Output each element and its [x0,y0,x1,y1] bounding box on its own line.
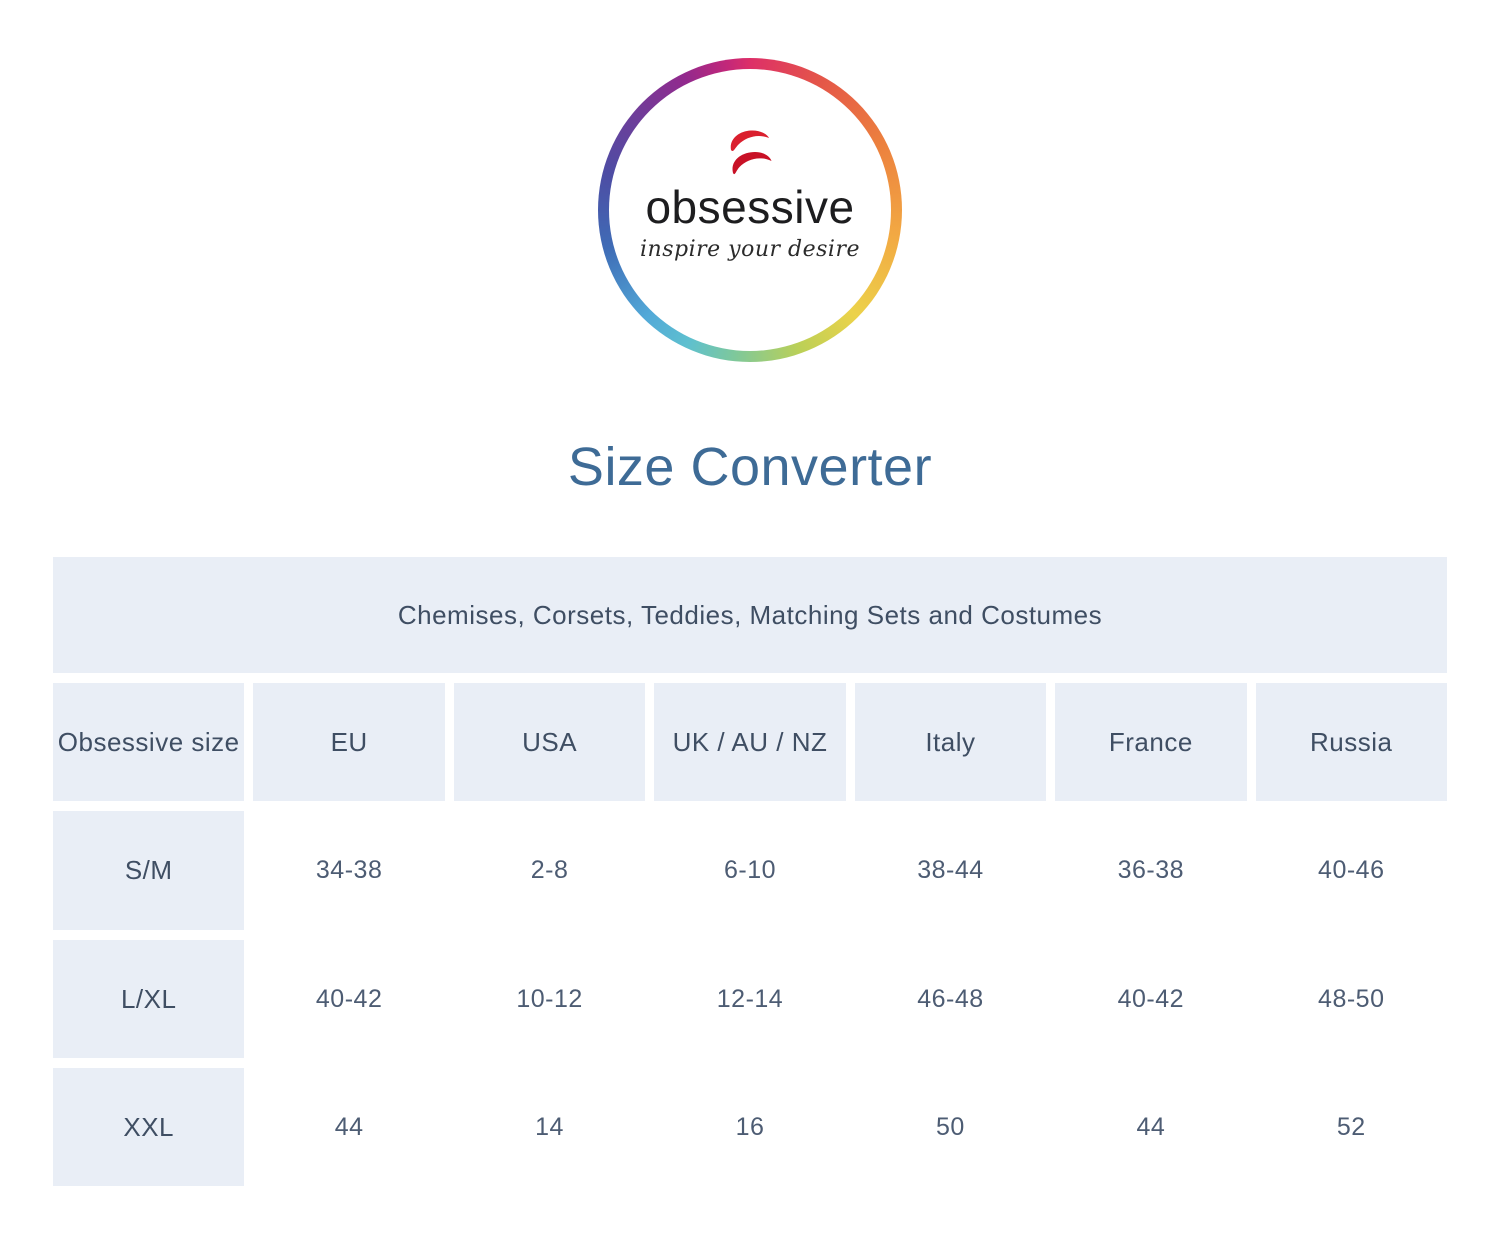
size-cell-lxl-russia: 48-50 [1255,940,1447,1058]
column-header-france: France [1055,683,1247,801]
column-header-obsessive-size: Obsessive size [53,683,245,801]
column-header-uk-au-nz: UK / AU / NZ [654,683,846,801]
column-header-russia: Russia [1255,683,1447,801]
size-cell-xxl-usa: 14 [453,1068,646,1186]
size-cell-sm-uk-au-nz: 6-10 [654,811,846,930]
size-cell-sm-usa: 2-8 [453,811,646,930]
column-header-usa: USA [453,683,646,801]
row-label-sm: S/M [53,811,245,930]
flame-icon [730,130,772,175]
column-header-italy: Italy [854,683,1047,801]
size-table: Chemises, Corsets, Teddies, Matching Set… [53,557,1447,1186]
logo-content: obsessive inspire your desire [598,58,902,362]
table-caption: Chemises, Corsets, Teddies, Matching Set… [53,557,1447,673]
size-cell-xxl-russia: 52 [1255,1068,1447,1186]
row-label-xxl: XXL [53,1068,245,1186]
size-cell-xxl-france: 44 [1055,1068,1247,1186]
size-cell-lxl-italy: 46-48 [854,940,1047,1058]
size-cell-xxl-uk-au-nz: 16 [654,1068,846,1186]
size-cell-xxl-eu: 44 [253,1068,445,1186]
brand-wordmark: obsessive [645,181,855,233]
size-cell-lxl-usa: 10-12 [453,940,646,1058]
brand-logo: obsessive inspire your desire [0,0,1500,362]
page-title: Size Converter [567,437,933,497]
size-cell-sm-eu: 34-38 [253,811,445,930]
size-cell-lxl-uk-au-nz: 12-14 [654,940,846,1058]
size-cell-lxl-eu: 40-42 [253,940,445,1058]
row-label-lxl: L/XL [53,940,245,1058]
size-cell-sm-italy: 38-44 [854,811,1047,930]
size-cell-lxl-france: 40-42 [1055,940,1247,1058]
rainbow-ring: obsessive inspire your desire [598,58,902,362]
size-cell-xxl-italy: 50 [854,1068,1047,1186]
column-header-eu: EU [253,683,445,801]
size-cell-sm-russia: 40-46 [1255,811,1447,930]
brand-tagline: inspire your desire [640,237,860,262]
size-cell-sm-france: 36-38 [1055,811,1247,930]
